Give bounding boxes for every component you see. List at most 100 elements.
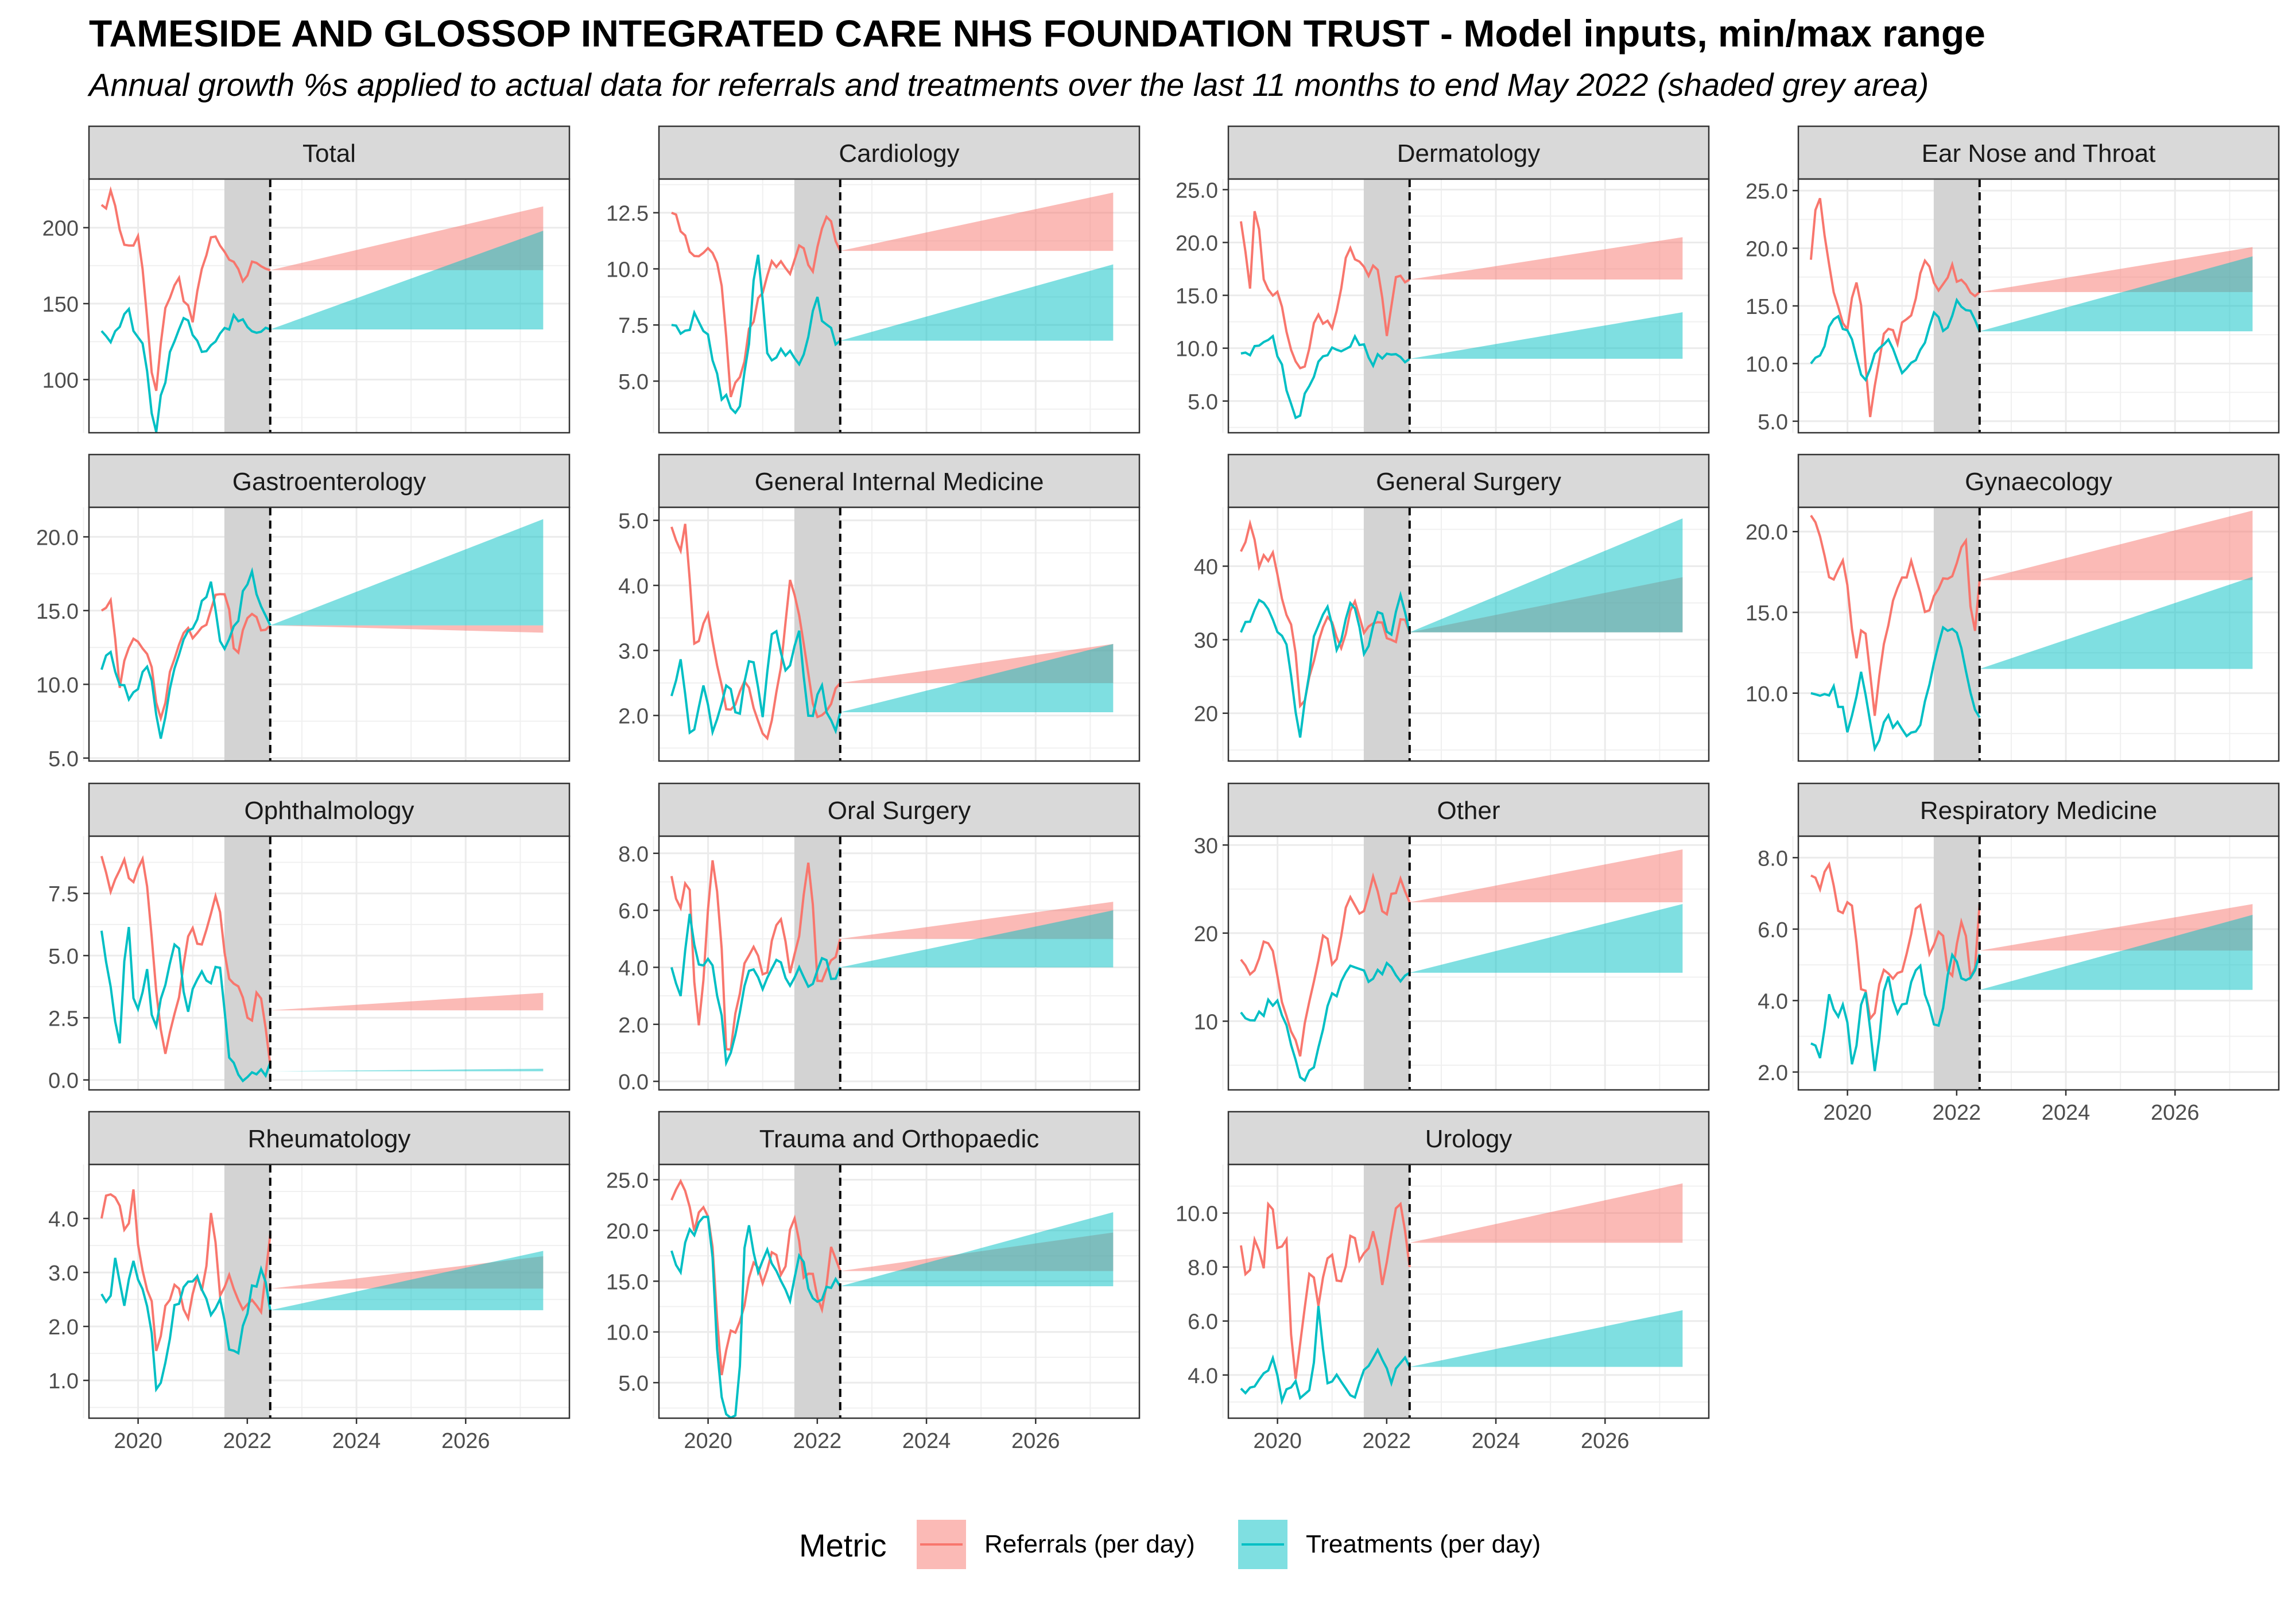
facet-panel: Urology 4.0 6.0 8.0 10.0 2020 2022 2024 2026 xyxy=(1176,1111,1710,1453)
panel-background xyxy=(659,507,1139,761)
y-tick-label: 15.0 xyxy=(1746,295,1788,319)
treatments-projection-ribbon xyxy=(1409,1310,1683,1367)
y-tick-label: 200 xyxy=(42,217,79,241)
y-tick-label: 15.0 xyxy=(606,1270,649,1294)
y-tick-label: 5.0 xyxy=(618,510,649,534)
y-tick-label: 3.0 xyxy=(48,1261,79,1286)
legend-label-treatments: Treatments (per day) xyxy=(1306,1530,1541,1558)
y-tick-label: 4.0 xyxy=(618,956,649,980)
y-tick-label: 2.5 xyxy=(48,1007,79,1031)
treatments-line xyxy=(1240,961,1410,1082)
facet-strip xyxy=(1227,125,1710,180)
referrals-projection-ribbon xyxy=(1979,510,2253,580)
y-tick-label: 4.0 xyxy=(1758,989,1788,1014)
facet-panel: Rheumatology 1.0 2.0 3.0 4.0 2020 2022 2024 2026 xyxy=(48,1111,571,1453)
referrals-line xyxy=(1810,514,1981,716)
facet-label: Dermatology xyxy=(1397,139,1540,168)
treatments-line xyxy=(100,927,272,1083)
y-tick-label: 20.0 xyxy=(1746,238,1788,262)
treatments-line xyxy=(670,913,841,1068)
facet-label: Oral Surgery xyxy=(828,797,971,825)
treatments-line xyxy=(1810,625,1981,752)
facet-panel: Ear Nose and Throat 5.0 10.0 15.0 20.0 25.0 xyxy=(1746,125,2280,434)
x-tick-label: 2026 xyxy=(1011,1429,1060,1453)
referrals-line xyxy=(1240,872,1411,1057)
y-tick-label: 8.0 xyxy=(618,843,649,867)
y-tick-label: 10.0 xyxy=(606,258,649,282)
panel-border xyxy=(88,506,571,762)
facet-strip xyxy=(1227,1111,1710,1166)
y-tick-label: 10.0 xyxy=(1746,352,1788,376)
y-tick-label: 15.0 xyxy=(1176,285,1218,309)
facet-strip xyxy=(1227,453,1710,509)
y-tick-label: 8.0 xyxy=(1188,1256,1218,1280)
facet-strip xyxy=(1797,782,2280,837)
treatments-line xyxy=(1240,1306,1411,1406)
facet-strip xyxy=(658,125,1141,180)
treatments-projection-ribbon xyxy=(1979,577,2253,669)
referrals-line xyxy=(100,593,272,723)
facet-label: Ear Nose and Throat xyxy=(1922,139,2156,168)
treatments-line xyxy=(670,1216,841,1419)
y-tick-label: 25.0 xyxy=(606,1169,649,1193)
y-tick-label: 2.0 xyxy=(1758,1061,1788,1085)
referrals-projection-ribbon xyxy=(1409,1183,1683,1243)
facet-panel: Cardiology 5.0 7.5 10.0 12.5 xyxy=(606,125,1141,434)
facet-label: Trauma and Orthopaedic xyxy=(759,1125,1040,1153)
x-tick-label: 2020 xyxy=(1823,1101,1872,1125)
referrals-projection-ribbon xyxy=(1409,849,1683,903)
x-tick-label: 2024 xyxy=(2042,1101,2091,1125)
y-tick-label: 3.0 xyxy=(618,639,649,663)
facet-strip xyxy=(88,453,571,509)
referrals-line xyxy=(100,1189,272,1352)
facet-label: Gynaecology xyxy=(1965,468,2112,496)
y-tick-label: 1.0 xyxy=(48,1369,79,1393)
legend-title: Metric xyxy=(799,1527,886,1563)
facet-panel: Gynaecology 10.0 15.0 20.0 xyxy=(1746,453,2280,762)
y-tick-label: 5.0 xyxy=(48,747,79,771)
treatments-projection-ribbon xyxy=(1979,914,2253,990)
panel-border xyxy=(1227,1163,1710,1419)
y-tick-label: 0.0 xyxy=(618,1070,649,1094)
panel-border xyxy=(88,835,571,1091)
facet-panel: Oral Surgery 0.0 2.0 4.0 6.0 8.0 xyxy=(618,782,1141,1094)
facet-label: Respiratory Medicine xyxy=(1920,797,2157,825)
facet-strip xyxy=(658,1111,1141,1166)
y-tick-label: 10.0 xyxy=(1176,1202,1218,1226)
treatments-line xyxy=(100,1257,272,1393)
y-tick-label: 5.0 xyxy=(618,370,649,394)
facet-panel: Trauma and Orthopaedic 5.0 10.0 15.0 20.0 25.… xyxy=(606,1111,1141,1453)
shaded-period xyxy=(794,179,840,433)
treatments-line xyxy=(1240,591,1411,738)
treatments-projection-ribbon xyxy=(270,1251,544,1310)
y-tick-label: 20 xyxy=(1194,702,1218,727)
treatments-line xyxy=(1810,297,1981,382)
facet-panel: General Internal Medicine 2.0 3.0 4.0 5.0 xyxy=(618,453,1141,762)
x-tick-label: 2022 xyxy=(223,1429,272,1453)
facet-label: Gastroenterology xyxy=(232,468,426,496)
y-tick-label: 12.5 xyxy=(606,202,649,226)
treatments-projection-ribbon xyxy=(270,230,544,330)
facet-strip xyxy=(1797,125,2280,180)
x-tick-label: 2024 xyxy=(1472,1429,1521,1453)
treatments-line xyxy=(1240,333,1410,420)
y-tick-label: 0.0 xyxy=(48,1069,79,1093)
panel-background xyxy=(659,1165,1139,1418)
x-tick-label: 2020 xyxy=(114,1429,162,1453)
referrals-line xyxy=(671,211,841,398)
treatments-projection-ribbon xyxy=(1979,256,2253,332)
legend-label-referrals: Referrals (per day) xyxy=(984,1530,1195,1558)
y-tick-label: 8.0 xyxy=(1758,847,1788,871)
referrals-line xyxy=(100,855,272,1065)
facet-label: Urology xyxy=(1425,1125,1512,1153)
y-tick-label: 7.5 xyxy=(618,314,649,338)
facet-panel: Other 10 20 30 xyxy=(1194,782,1710,1091)
shaded-period xyxy=(1933,179,1980,433)
y-tick-label: 7.5 xyxy=(48,883,79,907)
treatments-projection-ribbon xyxy=(1409,518,1683,632)
panel-border xyxy=(658,835,1141,1091)
y-tick-label: 2.0 xyxy=(618,705,649,729)
y-tick-label: 25.0 xyxy=(1746,180,1788,204)
facet-label: Other xyxy=(1437,797,1500,825)
y-tick-label: 20 xyxy=(1194,922,1218,946)
